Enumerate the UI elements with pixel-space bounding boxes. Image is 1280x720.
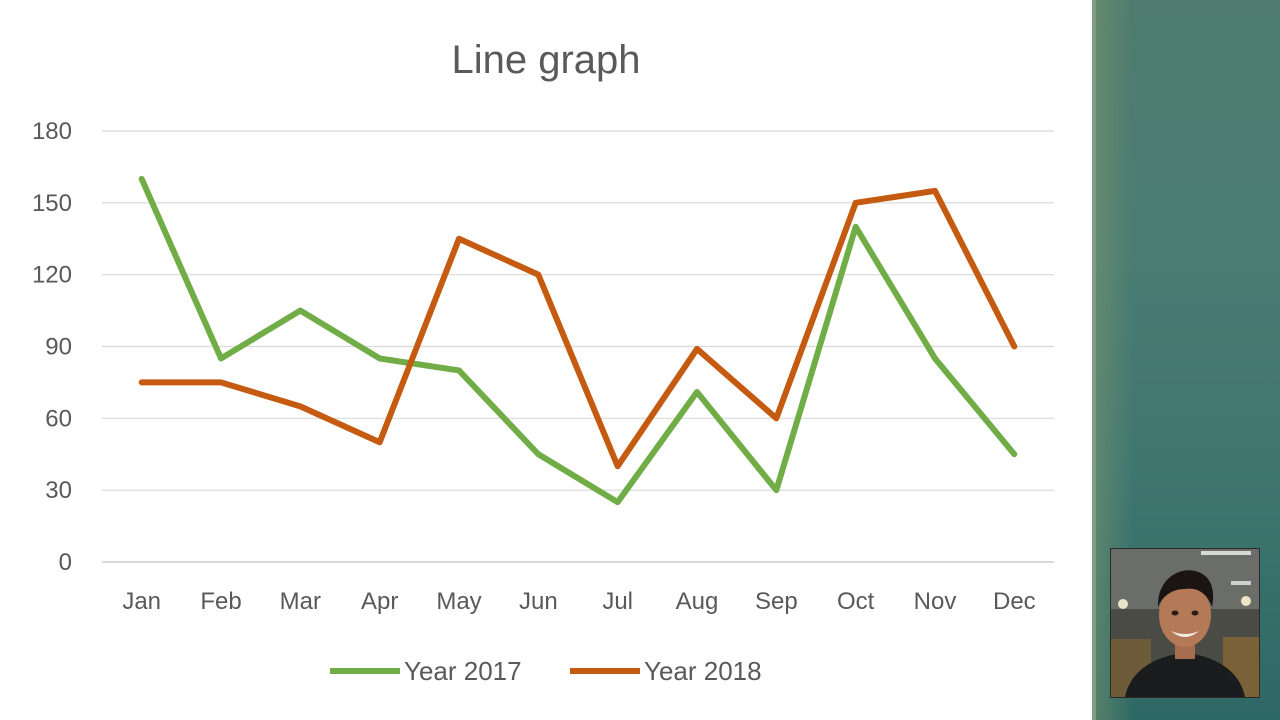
data-point xyxy=(775,489,777,491)
legend-label: Year 2018 xyxy=(644,656,762,686)
data-point xyxy=(458,369,460,371)
x-tick-label: Oct xyxy=(837,588,875,615)
chart-title: Line graph xyxy=(451,38,640,82)
data-point xyxy=(537,274,539,276)
data-point xyxy=(617,465,619,467)
x-axis-ticks: Jan Feb Mar Apr May Jun Jul Aug Sep Oct Nov Dec xyxy=(122,588,1035,615)
x-tick-label: Jul xyxy=(602,588,633,615)
data-point xyxy=(379,441,381,443)
y-tick-label: 150 xyxy=(32,190,72,217)
y-tick-label: 0 xyxy=(59,549,72,576)
y-tick-label: 180 xyxy=(32,118,72,145)
data-point xyxy=(617,501,619,503)
y-axis-ticks: 0 30 60 90 120 150 180 xyxy=(32,118,72,576)
series-line xyxy=(138,187,1018,470)
y-tick-label: 60 xyxy=(45,405,72,432)
presenter-illustration xyxy=(1111,549,1259,697)
data-point xyxy=(855,226,857,228)
legend-label: Year 2017 xyxy=(404,656,522,686)
data-point xyxy=(141,381,143,383)
chart-panel: Line graph 0 30 60 90 120 150 180 Jan Feb Mar Apr… xyxy=(31,38,1054,686)
x-tick-label: May xyxy=(436,588,481,615)
data-point xyxy=(934,357,936,359)
series-2 xyxy=(138,187,1018,470)
data-point xyxy=(855,202,857,204)
data-point xyxy=(220,381,222,383)
series-lines xyxy=(138,175,1018,506)
data-point xyxy=(696,391,698,393)
x-tick-label: Mar xyxy=(280,588,321,615)
x-tick-label: Nov xyxy=(914,588,957,615)
series-line xyxy=(138,175,1018,506)
x-tick-label: Dec xyxy=(993,588,1036,615)
data-point xyxy=(458,238,460,240)
data-point xyxy=(379,357,381,359)
legend: Year 2017 Year 2018 xyxy=(330,656,762,686)
data-point xyxy=(1013,346,1015,347)
x-tick-label: Apr xyxy=(361,588,398,615)
data-point xyxy=(299,310,301,312)
data-point xyxy=(299,405,301,407)
x-tick-label: Jan xyxy=(122,588,161,615)
legend-item: Year 2018 xyxy=(570,656,762,686)
data-point xyxy=(775,417,777,419)
gridlines xyxy=(102,130,1054,563)
legend-item: Year 2017 xyxy=(330,656,522,686)
data-point xyxy=(696,348,698,350)
data-point xyxy=(220,357,222,359)
x-tick-label: Aug xyxy=(676,588,719,615)
person-photo-icon xyxy=(1110,548,1260,698)
data-point xyxy=(537,453,539,455)
x-tick-label: Jun xyxy=(519,588,558,615)
line-chart: Line graph 0 30 60 90 120 150 180 Jan Feb Mar Apr… xyxy=(32,38,1054,686)
series-1 xyxy=(138,175,1018,506)
y-tick-label: 120 xyxy=(32,262,72,289)
data-point xyxy=(141,178,143,180)
y-tick-label: 90 xyxy=(45,334,72,361)
y-tick-label: 30 xyxy=(45,477,72,504)
data-point xyxy=(1013,453,1015,455)
x-tick-label: Feb xyxy=(200,588,241,615)
data-point xyxy=(934,190,936,192)
x-tick-label: Sep xyxy=(755,588,798,615)
